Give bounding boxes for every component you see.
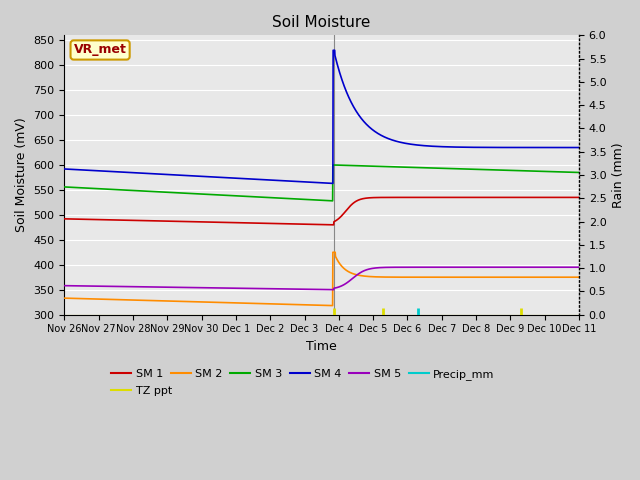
Text: VR_met: VR_met: [74, 44, 127, 57]
Legend: TZ ppt: TZ ppt: [111, 386, 172, 396]
X-axis label: Time: Time: [307, 340, 337, 353]
Y-axis label: Rain (mm): Rain (mm): [612, 142, 625, 208]
Y-axis label: Soil Moisture (mV): Soil Moisture (mV): [15, 118, 28, 232]
Title: Soil Moisture: Soil Moisture: [273, 15, 371, 30]
